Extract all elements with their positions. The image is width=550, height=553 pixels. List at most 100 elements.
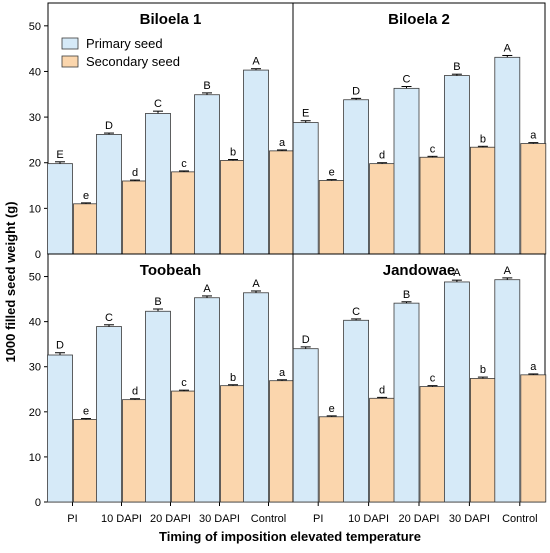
bar-secondary xyxy=(220,385,246,503)
significance-letter: a xyxy=(530,130,537,142)
significance-letter: C xyxy=(403,74,411,86)
bar-secondary xyxy=(220,160,246,255)
bar-primary xyxy=(443,75,470,255)
panel-3: Jandowae PI De 10 DAPI Cd 20 DAPI Bc 30 DAPI Ab C… xyxy=(292,253,547,525)
significance-letter: b xyxy=(230,147,236,159)
significance-letter: D xyxy=(302,334,310,346)
significance-letter: D xyxy=(105,120,113,132)
bar-primary xyxy=(393,302,420,503)
y-tick-label: 20 xyxy=(29,158,41,170)
x-tick-label: 30 DAPI xyxy=(199,513,240,525)
significance-letter: A xyxy=(453,267,461,279)
x-tick-label: PI xyxy=(67,513,77,525)
legend-label: Primary seed xyxy=(86,36,163,51)
panels-layer: Biloela 1 10 20 30 40 50 0 Ee Dd Cc Bb Aa Biloela 2 E… xyxy=(29,2,547,525)
bar-secondary xyxy=(318,416,345,503)
bar-primary xyxy=(243,69,269,255)
panel-0: Biloela 1 10 20 30 40 50 0 Ee Dd Cc Bb Aa xyxy=(29,2,295,261)
bar-secondary xyxy=(369,397,396,503)
y-tick-label: 50 xyxy=(29,21,41,33)
y-tick-label: 20 xyxy=(29,407,41,419)
bar-primary xyxy=(494,56,521,255)
bar-primary xyxy=(47,163,73,255)
bar-secondary xyxy=(73,419,99,503)
significance-letter: B xyxy=(154,296,161,308)
panel-title: Biloela 2 xyxy=(388,11,450,28)
y-tick-label: 40 xyxy=(29,66,41,78)
significance-letter: a xyxy=(279,367,286,379)
significance-letter: D xyxy=(352,85,360,97)
bar-primary xyxy=(194,297,220,503)
bar-secondary xyxy=(318,180,345,255)
y-tick-label: 0 xyxy=(35,497,41,509)
significance-letter: E xyxy=(302,108,309,120)
bar-primary xyxy=(243,292,269,503)
significance-letter: e xyxy=(329,167,335,179)
bar-secondary xyxy=(419,156,446,255)
significance-letter: e xyxy=(83,190,89,202)
significance-letter: D xyxy=(56,340,64,352)
bar-primary xyxy=(145,113,171,255)
significance-letter: A xyxy=(252,56,260,68)
significance-letter: B xyxy=(403,289,410,301)
bar-secondary xyxy=(171,171,197,255)
bar-secondary xyxy=(469,146,496,255)
significance-letter: c xyxy=(181,377,187,389)
significance-letter: e xyxy=(83,406,89,418)
significance-letter: d xyxy=(132,167,138,179)
bar-secondary xyxy=(520,143,547,255)
significance-letter: b xyxy=(480,133,486,145)
x-tick-label: 30 DAPI xyxy=(449,513,490,525)
significance-letter: b xyxy=(480,364,486,376)
significance-letter: A xyxy=(203,283,211,295)
x-tick-label: Control xyxy=(502,513,537,525)
significance-letter: c xyxy=(430,143,436,155)
significance-letter: d xyxy=(379,384,385,396)
significance-letter: b xyxy=(230,372,236,384)
panel-title: Jandowae xyxy=(383,262,456,279)
legend-swatch-secondary xyxy=(61,55,79,68)
x-tick-label: PI xyxy=(313,513,323,525)
significance-letter: a xyxy=(279,137,286,149)
y-tick-label: 10 xyxy=(29,452,41,464)
y-tick-label: 0 xyxy=(35,249,41,261)
bar-primary xyxy=(96,134,122,255)
y-tick-label: 30 xyxy=(29,112,41,124)
panel-2: Toobeah 0 10 20 30 40 50 PI De 10 DAPI Cd 20 DAPI Bc… xyxy=(29,253,295,525)
bar-secondary xyxy=(171,390,197,503)
bar-secondary xyxy=(269,150,295,255)
bar-secondary xyxy=(122,180,148,255)
legend-swatch-primary xyxy=(61,37,79,50)
bar-primary xyxy=(292,122,319,255)
x-tick-label: 20 DAPI xyxy=(150,513,191,525)
x-tick-label: Control xyxy=(251,513,286,525)
bar-secondary xyxy=(369,163,396,255)
y-tick-label: 30 xyxy=(29,362,41,374)
bar-primary xyxy=(47,354,73,503)
significance-letter: A xyxy=(504,42,512,54)
legend: Primary seed Secondary seed xyxy=(61,36,180,69)
legend-label: Secondary seed xyxy=(86,54,180,69)
bar-secondary xyxy=(122,399,148,503)
y-tick-label: 10 xyxy=(29,203,41,215)
bar-secondary xyxy=(520,374,547,503)
significance-letter: a xyxy=(530,361,537,373)
panel-1: Biloela 2 Ee Dd Cc Bb Aa xyxy=(292,2,547,255)
y-tick-label: 50 xyxy=(29,272,41,284)
bar-primary xyxy=(443,281,470,503)
x-tick-label: 10 DAPI xyxy=(101,513,142,525)
x-axis-title: Timing of imposition elevated temperatur… xyxy=(159,529,421,544)
significance-letter: B xyxy=(453,61,460,73)
significance-letter: d xyxy=(379,150,385,162)
bar-secondary xyxy=(269,380,295,503)
bar-secondary xyxy=(73,203,99,255)
significance-letter: c xyxy=(430,373,436,385)
significance-letter: E xyxy=(56,149,63,161)
significance-letter: A xyxy=(504,265,512,277)
bar-primary xyxy=(494,279,521,503)
panel-title: Biloela 1 xyxy=(140,11,202,28)
bar-primary xyxy=(292,348,319,503)
significance-letter: e xyxy=(329,403,335,415)
